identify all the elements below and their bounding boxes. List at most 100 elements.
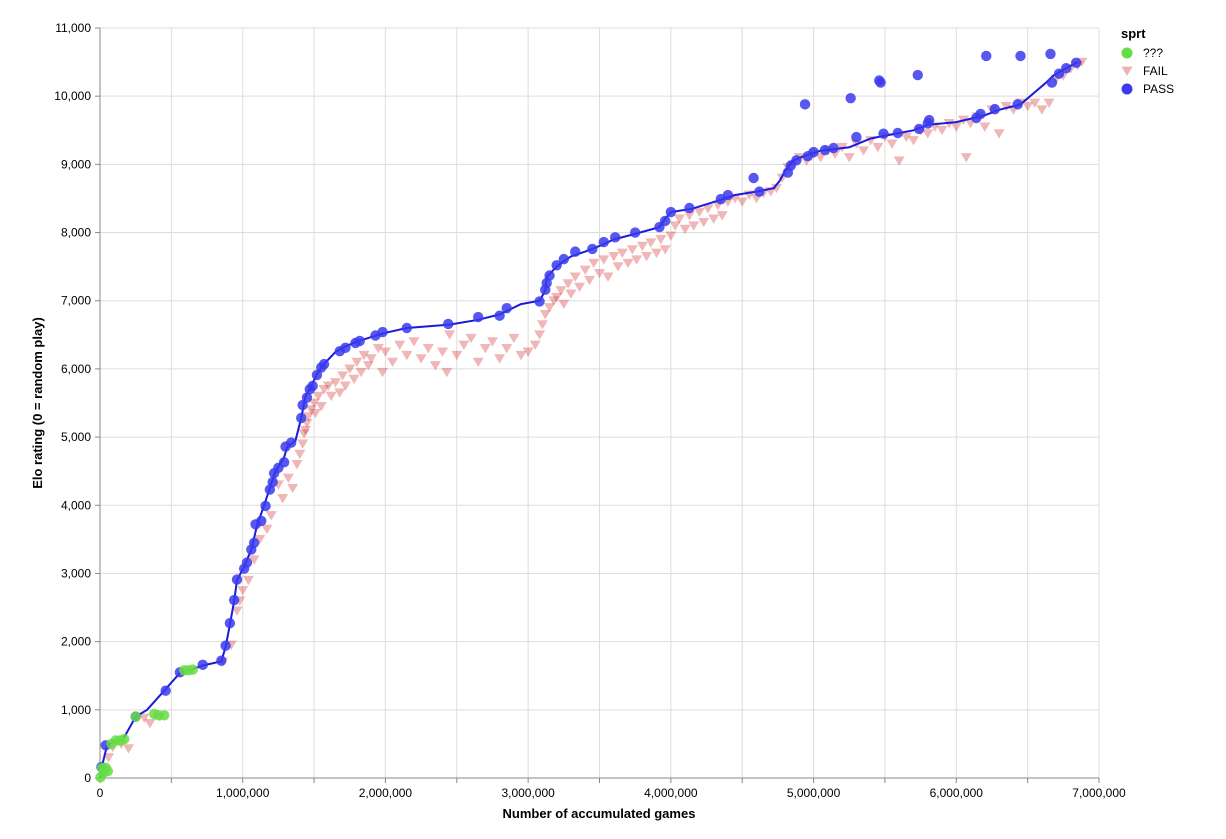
fail-point — [472, 357, 484, 368]
y-tick-label: 4,000 — [61, 498, 91, 512]
unknown-point — [102, 765, 114, 777]
pass-series — [96, 48, 1082, 773]
fail-point — [534, 330, 546, 340]
pass-point — [501, 303, 512, 314]
pass-point — [160, 685, 171, 696]
fail-point — [960, 153, 972, 163]
pass-point — [248, 537, 260, 548]
fail-point — [631, 255, 643, 265]
fail-point — [422, 344, 434, 354]
fail-point — [536, 320, 548, 330]
fail-point — [334, 388, 346, 398]
pass-point — [220, 640, 231, 651]
pass-point — [570, 246, 581, 257]
fail-point — [626, 245, 638, 255]
y-tick-label: 5,000 — [61, 430, 91, 444]
fail-point — [479, 344, 491, 354]
fail-point — [645, 238, 657, 248]
y-tick-label: 10,000 — [54, 89, 91, 103]
unknown-series — [95, 664, 198, 783]
pass-point — [989, 103, 1001, 115]
pass-point — [819, 144, 831, 156]
fail-point — [377, 367, 389, 378]
fail-point — [622, 258, 634, 269]
fail-point — [486, 337, 498, 347]
pass-point — [913, 123, 925, 135]
fail-point — [451, 350, 463, 361]
fail-point — [351, 357, 363, 368]
fail-point — [339, 381, 351, 391]
pass-point — [301, 392, 313, 403]
fail-point — [355, 367, 367, 378]
y-tick-label: 11,000 — [55, 21, 91, 35]
fail-point — [494, 354, 506, 364]
pass-point — [684, 202, 695, 214]
fail-point — [679, 224, 691, 235]
pass-point — [875, 77, 886, 88]
legend-label: PASS — [1143, 82, 1174, 96]
fail-point — [900, 132, 912, 143]
progress-line — [99, 61, 1079, 779]
grid-lines — [99, 27, 1100, 779]
pass-point — [318, 358, 330, 370]
pass-point — [659, 215, 671, 227]
pass-point — [598, 236, 609, 248]
pass-point — [845, 93, 856, 104]
fail-point — [348, 374, 360, 385]
fail-point — [415, 354, 427, 364]
pass-point — [851, 131, 862, 143]
fail-point — [294, 449, 306, 460]
pass-point — [307, 380, 318, 392]
y-tick-label: 2,000 — [61, 635, 91, 649]
fail-point — [698, 217, 710, 228]
fail-point — [858, 146, 870, 156]
pass-point — [558, 253, 570, 265]
fail-point — [584, 275, 596, 286]
fail-point — [237, 586, 249, 596]
y-tick-label: 7,000 — [61, 294, 91, 308]
fail-point — [297, 439, 309, 449]
pass-point — [808, 146, 819, 158]
legend-unknown-symbol — [1121, 47, 1133, 59]
fail-point — [362, 361, 374, 371]
fail-point — [993, 129, 1005, 139]
fail-point — [291, 459, 303, 470]
fail-point — [548, 296, 560, 306]
pass-point — [256, 515, 267, 527]
fail-point — [401, 350, 413, 361]
y-tick-label: 0 — [84, 771, 91, 785]
fail-point — [522, 347, 534, 357]
pass-point — [231, 574, 243, 585]
fail-point — [688, 221, 700, 231]
fail-point — [254, 534, 266, 545]
pass-point — [1053, 68, 1065, 79]
fail-point — [441, 367, 453, 378]
fail-point — [302, 412, 314, 422]
pass-point — [629, 227, 641, 238]
fail-point — [708, 214, 720, 224]
unknown-point — [119, 733, 130, 745]
fail-point — [588, 258, 600, 269]
fail-point — [594, 269, 605, 279]
pass-point — [1012, 99, 1023, 110]
pass-point — [494, 310, 505, 321]
fail-point — [669, 221, 681, 231]
pass-point — [1060, 63, 1072, 74]
fail-point — [936, 125, 948, 136]
fail-point — [429, 361, 441, 371]
pass-point — [981, 50, 992, 62]
pass-point — [828, 142, 839, 154]
y-tick-label: 3,000 — [61, 566, 91, 580]
legend-fail-symbol — [1121, 66, 1133, 76]
fail-point — [922, 129, 934, 139]
pass-point — [241, 557, 253, 568]
pass-point — [267, 476, 278, 488]
fail-point — [308, 398, 320, 408]
fail-point — [501, 344, 513, 354]
pass-point — [197, 659, 208, 671]
pass-point — [975, 108, 986, 120]
fail-point — [515, 350, 527, 361]
fail-point — [562, 279, 574, 289]
fail-point — [372, 344, 384, 354]
